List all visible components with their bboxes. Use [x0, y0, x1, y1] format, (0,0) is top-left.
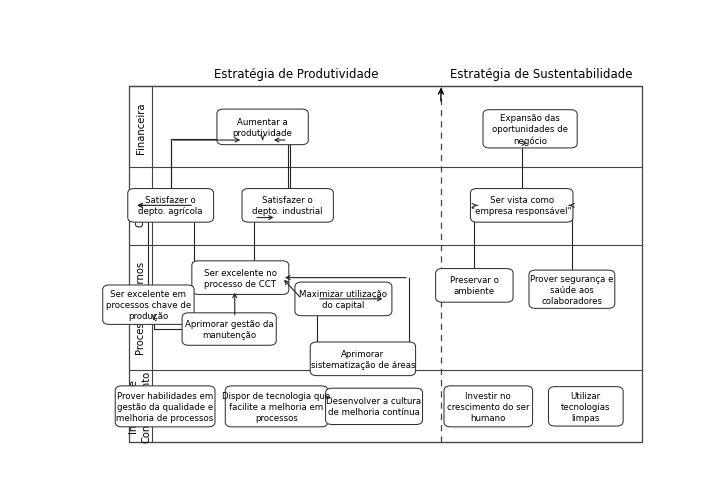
FancyBboxPatch shape	[311, 342, 416, 376]
FancyBboxPatch shape	[225, 386, 328, 427]
Text: Prover habilidades em
gestão da qualidade e
melhoria de processos: Prover habilidades em gestão da qualidad…	[116, 391, 214, 422]
FancyBboxPatch shape	[470, 189, 573, 223]
Text: Inovação e
Conhecimento: Inovação e Conhecimento	[129, 370, 152, 442]
FancyBboxPatch shape	[326, 388, 423, 425]
FancyBboxPatch shape	[115, 386, 215, 427]
Text: Prover segurança e
saúde aos
colaboradores: Prover segurança e saúde aos colaborador…	[530, 274, 613, 305]
FancyBboxPatch shape	[182, 313, 276, 346]
FancyBboxPatch shape	[242, 189, 334, 223]
FancyBboxPatch shape	[529, 271, 615, 309]
FancyBboxPatch shape	[483, 110, 577, 149]
Text: Clientes: Clientes	[136, 186, 145, 227]
Text: Satisfazer o
depto. agrícola: Satisfazer o depto. agrícola	[139, 196, 203, 216]
Text: Ser vista como
"empresa responsável": Ser vista como "empresa responsável"	[472, 196, 572, 216]
Text: Utilizar
tecnologias
limpas: Utilizar tecnologias limpas	[561, 391, 610, 422]
Text: Aprimorar gestão da
manutenção: Aprimorar gestão da manutenção	[185, 319, 273, 339]
FancyBboxPatch shape	[549, 387, 623, 426]
Text: Processos Internos: Processos Internos	[136, 262, 145, 354]
Text: Ser excelente em
processos chave de
produção: Ser excelente em processos chave de prod…	[106, 290, 191, 321]
FancyBboxPatch shape	[295, 283, 392, 316]
FancyBboxPatch shape	[192, 262, 289, 295]
FancyBboxPatch shape	[217, 110, 308, 145]
FancyBboxPatch shape	[436, 269, 513, 303]
FancyBboxPatch shape	[128, 189, 214, 223]
Text: Estratégia de Produtividade: Estratégia de Produtividade	[214, 68, 379, 81]
Text: Investir no
crescimento do ser
humano: Investir no crescimento do ser humano	[447, 391, 529, 422]
FancyBboxPatch shape	[103, 286, 194, 325]
Text: Maximizar utilização
do capital: Maximizar utilização do capital	[299, 289, 388, 309]
Text: Expansão das
oportunidades de
negócio: Expansão das oportunidades de negócio	[492, 114, 568, 145]
Text: Preservar o
ambiente: Preservar o ambiente	[450, 276, 499, 296]
Text: Dispor de tecnologia que
facilite a melhoria em
processos: Dispor de tecnologia que facilite a melh…	[222, 391, 331, 422]
FancyBboxPatch shape	[444, 386, 533, 427]
Text: Financeira: Financeira	[136, 102, 145, 153]
Text: Ser excelente no
processo de CCT: Ser excelente no processo de CCT	[203, 268, 277, 288]
Text: Desenvolver a cultura
de melhoria contínua: Desenvolver a cultura de melhoria contín…	[326, 396, 421, 416]
Text: Satisfazer o
depto. industrial: Satisfazer o depto. industrial	[252, 196, 323, 216]
Text: Estratégia de Sustentabilidade: Estratégia de Sustentabilidade	[450, 68, 633, 81]
Text: Aprimorar
sistematização de áreas: Aprimorar sistematização de áreas	[311, 349, 415, 369]
Text: Aumentar a
produtividade: Aumentar a produtividade	[233, 118, 293, 138]
